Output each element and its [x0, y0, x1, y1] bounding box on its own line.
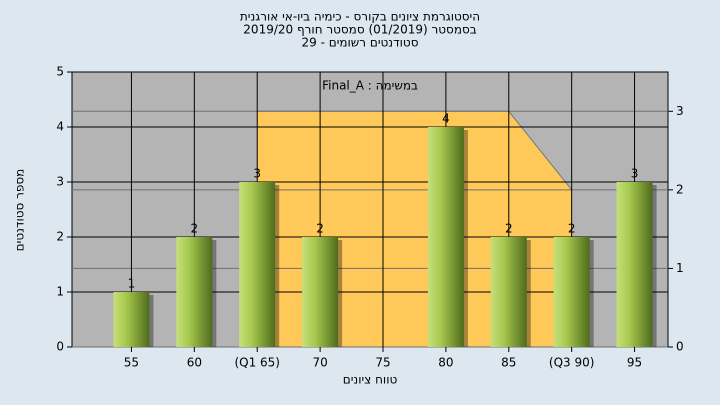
y2-tick-label: 0 [676, 340, 684, 354]
bar [616, 182, 653, 347]
bar [176, 237, 213, 347]
x-tick-label: (Q1 65) [234, 356, 280, 370]
bar [427, 127, 464, 347]
bar [490, 237, 527, 347]
y-axis-label: מספר סטודנטים [13, 169, 27, 252]
chart-subtitle: סטודנטים רשומים - 29 [301, 36, 418, 50]
y-tick-label: 4 [56, 120, 64, 134]
x-tick-label: (Q3 90) [549, 356, 595, 370]
x-tick-label: 85 [501, 356, 516, 370]
y2-tick-label: 1 [676, 261, 684, 275]
y-tick-label: 0 [56, 340, 64, 354]
y2-tick-label: 2 [676, 182, 684, 196]
chart-subtitle: בסמסטר (01/2019) סמסטר חורף 2019/20 [243, 23, 476, 37]
data-label: 4 [442, 112, 450, 126]
data-label: 3 [253, 167, 261, 181]
data-label: 2 [568, 222, 576, 236]
data-label: 2 [191, 222, 199, 236]
chart-title: היסטוגרמת ציונים בקורס - כימיה ביו-אי או… [240, 10, 480, 24]
y-tick-label: 2 [56, 230, 64, 244]
x-tick-label: 55 [124, 356, 139, 370]
bar [553, 237, 590, 347]
x-tick-label: 80 [438, 356, 453, 370]
bar [302, 237, 339, 347]
data-label: 1 [128, 277, 136, 291]
data-label: 2 [316, 222, 324, 236]
x-axis-label: טווח ציונים [343, 373, 398, 387]
bar [239, 182, 276, 347]
bar [113, 292, 150, 347]
x-tick-label: 75 [375, 356, 390, 370]
x-tick-label: 95 [627, 356, 642, 370]
y-tick-label: 3 [56, 175, 64, 189]
data-label: 3 [631, 167, 639, 181]
y-tick-label: 5 [56, 65, 64, 79]
annotation: במשימה : Final_A [322, 79, 418, 93]
x-tick-label: 70 [312, 356, 327, 370]
y-tick-label: 1 [56, 285, 64, 299]
y2-tick-label: 3 [676, 104, 684, 118]
x-tick-label: 60 [187, 356, 202, 370]
data-label: 2 [505, 222, 513, 236]
